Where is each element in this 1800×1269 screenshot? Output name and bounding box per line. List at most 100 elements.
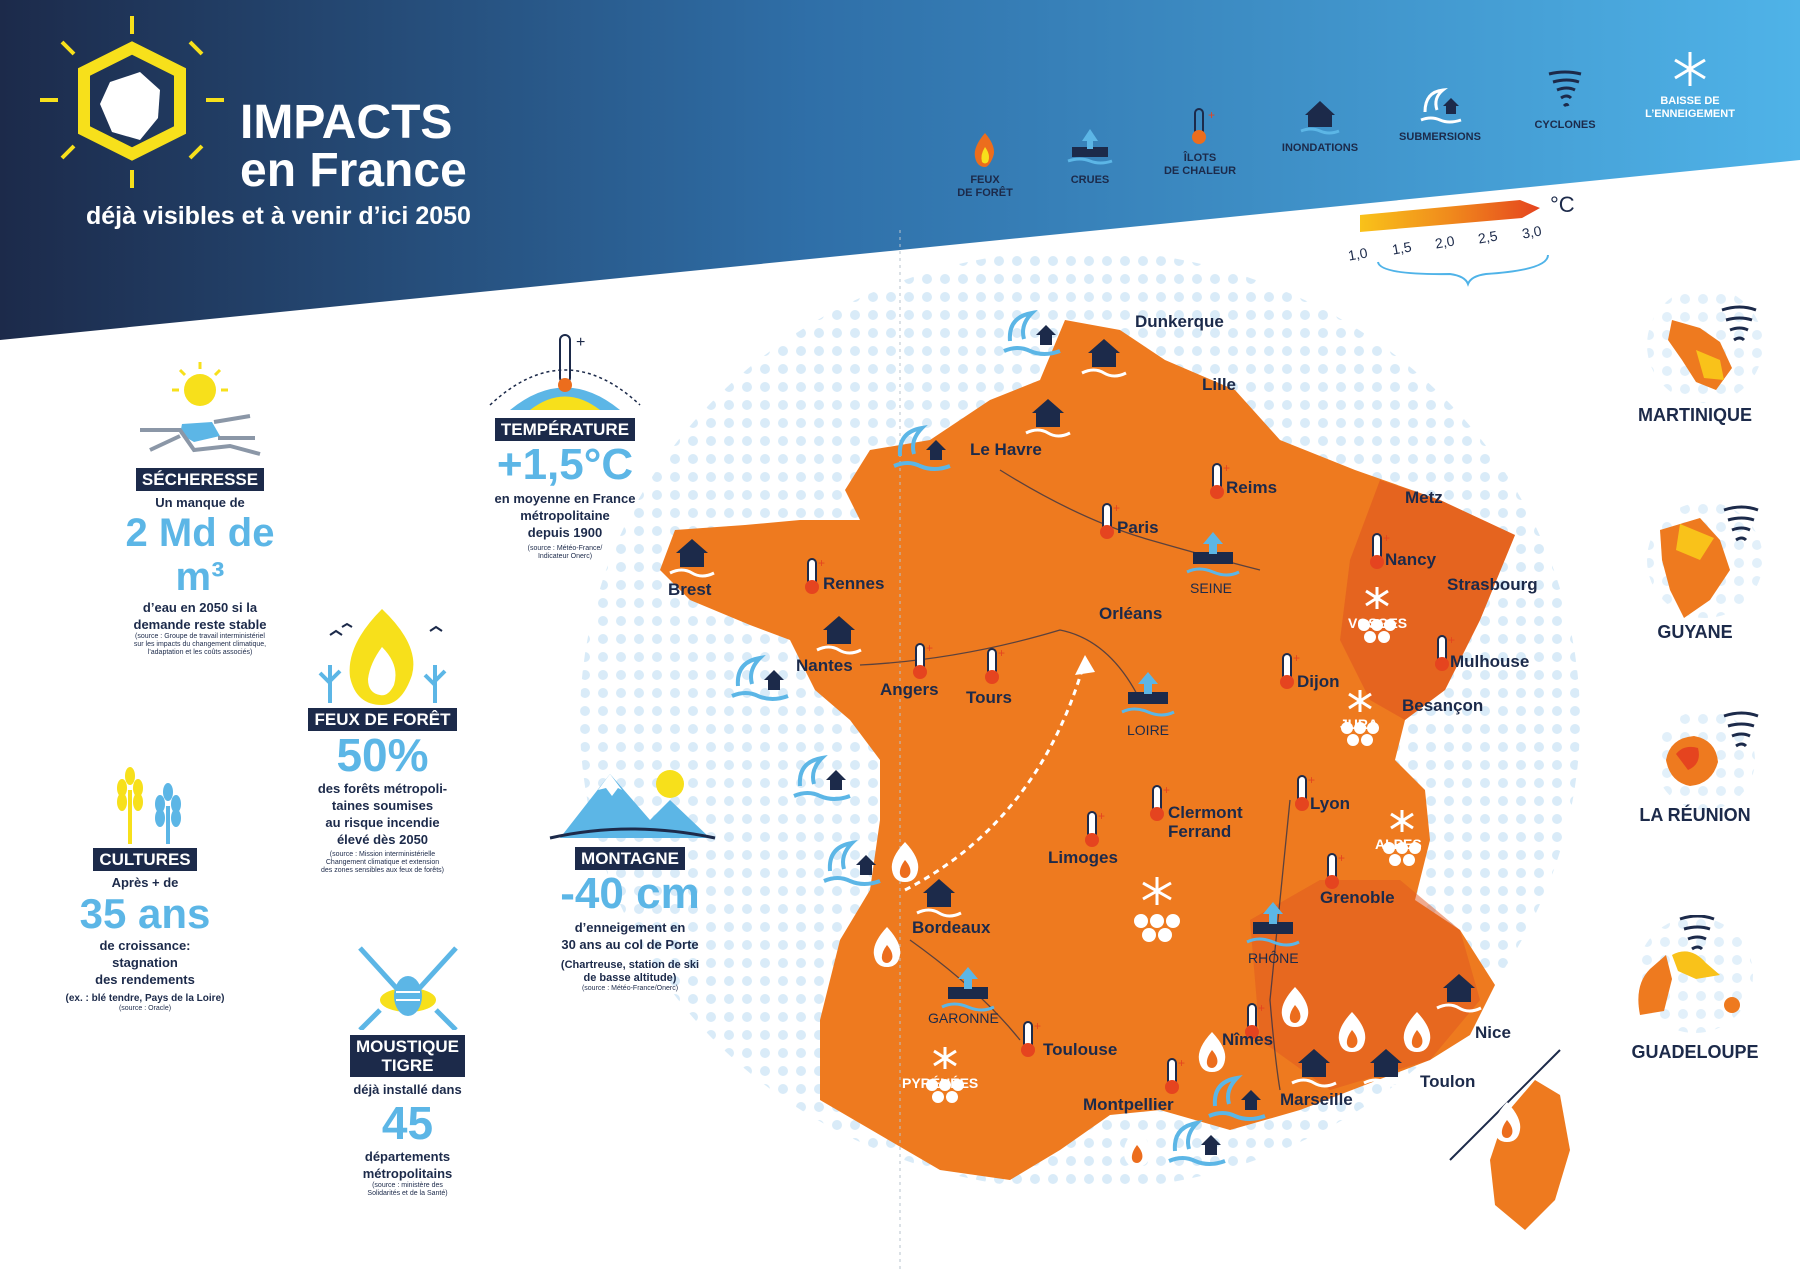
wave-submersion-icon xyxy=(1208,1074,1266,1121)
la-reunion-map xyxy=(1655,710,1759,810)
page-title-line2: en France xyxy=(240,144,467,197)
mountain-label: JURA xyxy=(1340,716,1379,732)
svg-text:+: + xyxy=(1223,461,1230,475)
house-flood-icon xyxy=(1436,974,1482,1013)
snowflake-icon xyxy=(926,1047,964,1103)
impact-text: de croissance: stagnation des rendements xyxy=(95,938,195,987)
temperature-scale-bar xyxy=(1360,200,1540,232)
city-label: Rennes xyxy=(823,574,885,593)
city-label: Bordeaux xyxy=(912,918,991,937)
city-label: Grenoble xyxy=(1320,888,1395,907)
territory-label: GUADELOUPE xyxy=(1631,1042,1759,1062)
legend-item-forest-fire: FEUX DE FORÊT xyxy=(935,125,1035,200)
territory-label: LA RÉUNION xyxy=(1639,805,1751,825)
flood-river-icon xyxy=(941,967,995,1012)
heat-island-icon: + xyxy=(805,556,825,594)
legend-label: CYCLONES xyxy=(1534,119,1596,131)
impact-montagne: MONTAGNE -40 cm d’enneigement en 30 ans … xyxy=(540,760,720,993)
impact-source: (source : ministère des Solidarités et d… xyxy=(367,1182,448,1197)
house-flood-icon xyxy=(1363,1049,1409,1088)
wave-submersion-icon xyxy=(731,654,789,701)
legend-label: BAISSE DE L’ENNEIGEMENT xyxy=(1645,95,1735,120)
svg-text:+: + xyxy=(576,334,585,351)
heat-island-icon: + xyxy=(1325,851,1345,889)
forest-fire-icon xyxy=(974,133,994,167)
impact-figure: 45 xyxy=(381,1097,434,1149)
badge: TEMPÉRATURE xyxy=(494,418,636,441)
heat-island-icon: + xyxy=(1100,501,1120,539)
impact-cultures: CULTURES Après + de 35 ans de croissance… xyxy=(50,760,240,1013)
heat-island-icon: + xyxy=(913,641,933,679)
page-title-line1: IMPACTS xyxy=(240,96,453,149)
legend-item-submersion: SUBMERSIONS xyxy=(1385,82,1495,144)
forest-fire-icon xyxy=(318,609,447,705)
scale-tick: 1,5 xyxy=(1390,238,1413,258)
mountain-label: PYRÉNÉES xyxy=(902,1075,979,1091)
wave-submersion-icon xyxy=(1003,309,1061,356)
house-flood-icon xyxy=(1025,399,1071,438)
city-label: Angers xyxy=(880,680,939,699)
heat-island-icon: + xyxy=(1245,1001,1265,1039)
city-label: Brest xyxy=(668,580,712,599)
impact-source: (source : Groupe de travail interministé… xyxy=(133,633,267,656)
forest-fire-icon xyxy=(1493,1102,1521,1142)
city-label: Lyon xyxy=(1310,794,1350,813)
thermometer-globe-icon: + xyxy=(489,334,641,410)
mountain-label: VOSGES xyxy=(1348,615,1408,631)
svg-text:+: + xyxy=(998,646,1005,660)
badge: CULTURES xyxy=(93,848,197,871)
wave-submersion-icon xyxy=(823,839,881,886)
svg-text:+: + xyxy=(818,556,825,570)
legend-label: SUBMERSIONS xyxy=(1399,131,1481,143)
territory-label: MARTINIQUE xyxy=(1638,405,1752,425)
mosquito-icon xyxy=(358,946,458,1032)
forest-fire-icon xyxy=(891,842,919,882)
badge: SÉCHERESSE xyxy=(135,468,265,491)
impact-text: Un manque de xyxy=(155,495,245,510)
svg-text:+: + xyxy=(1034,1019,1041,1033)
legend-label: CRUES xyxy=(1070,174,1110,186)
forest-fire-icon xyxy=(1403,1012,1431,1052)
scale-tick: 2,0 xyxy=(1433,232,1456,252)
mountain-icon xyxy=(549,770,716,840)
city-label: Nancy xyxy=(1385,550,1437,569)
heat-island-icon: + xyxy=(1435,633,1455,671)
cyclone-icon xyxy=(1548,70,1582,108)
snowflake-icon xyxy=(1383,810,1421,866)
city-label: Toulouse xyxy=(1043,1040,1118,1059)
snowflake-icon xyxy=(1341,690,1379,746)
legend-label: INONDATIONS xyxy=(1281,142,1359,154)
page-subtitle: déjà visibles et à venir d’ici 2050 xyxy=(86,202,471,230)
forest-fire-icon xyxy=(1198,1032,1226,1072)
wave-submersion-icon xyxy=(793,754,851,801)
impact-text: départements métropolitains xyxy=(362,1149,453,1181)
house-flood-icon xyxy=(1291,1049,1337,1088)
hexagon-logo xyxy=(78,41,186,161)
svg-text:+: + xyxy=(1163,783,1170,797)
legend-item-house-flood: INONDATIONS xyxy=(1265,95,1375,155)
city-label: Marseille xyxy=(1280,1090,1353,1109)
badge: FEUX DE FORÊT xyxy=(308,708,457,731)
heat-island-icon: + xyxy=(1192,108,1215,144)
legend-item-snow: BAISSE DE L’ENNEIGEMENT xyxy=(1630,48,1750,121)
heat-island-icon: + xyxy=(1021,1019,1041,1057)
city-label: Strasbourg xyxy=(1447,575,1538,594)
mountain-label: ALPES xyxy=(1375,836,1422,852)
sun-rays xyxy=(40,16,224,188)
wave-submersion-icon xyxy=(1168,1119,1226,1166)
city-label: Toulon xyxy=(1420,1072,1476,1091)
svg-text:+: + xyxy=(1383,531,1390,545)
impact-figure: +1,5°C xyxy=(496,440,634,489)
heat-island-icon: + xyxy=(1085,809,1105,847)
badge: MONTAGNE xyxy=(575,847,685,870)
snowflake-icon xyxy=(1358,587,1396,643)
house-flood-icon xyxy=(916,879,962,918)
impact-text: d’enneigement en 30 ans au col de Porte xyxy=(561,920,699,952)
heat-island-icon: + xyxy=(1165,1056,1185,1094)
header-band xyxy=(0,0,1800,340)
impact-source: (source : Mission interministérielle Cha… xyxy=(321,851,444,874)
legend-item-heat-island: + ÎLOTS DE CHALEUR xyxy=(1150,105,1250,178)
hot-zone-east xyxy=(1340,480,1515,720)
wave-submersion-icon xyxy=(1420,87,1462,124)
